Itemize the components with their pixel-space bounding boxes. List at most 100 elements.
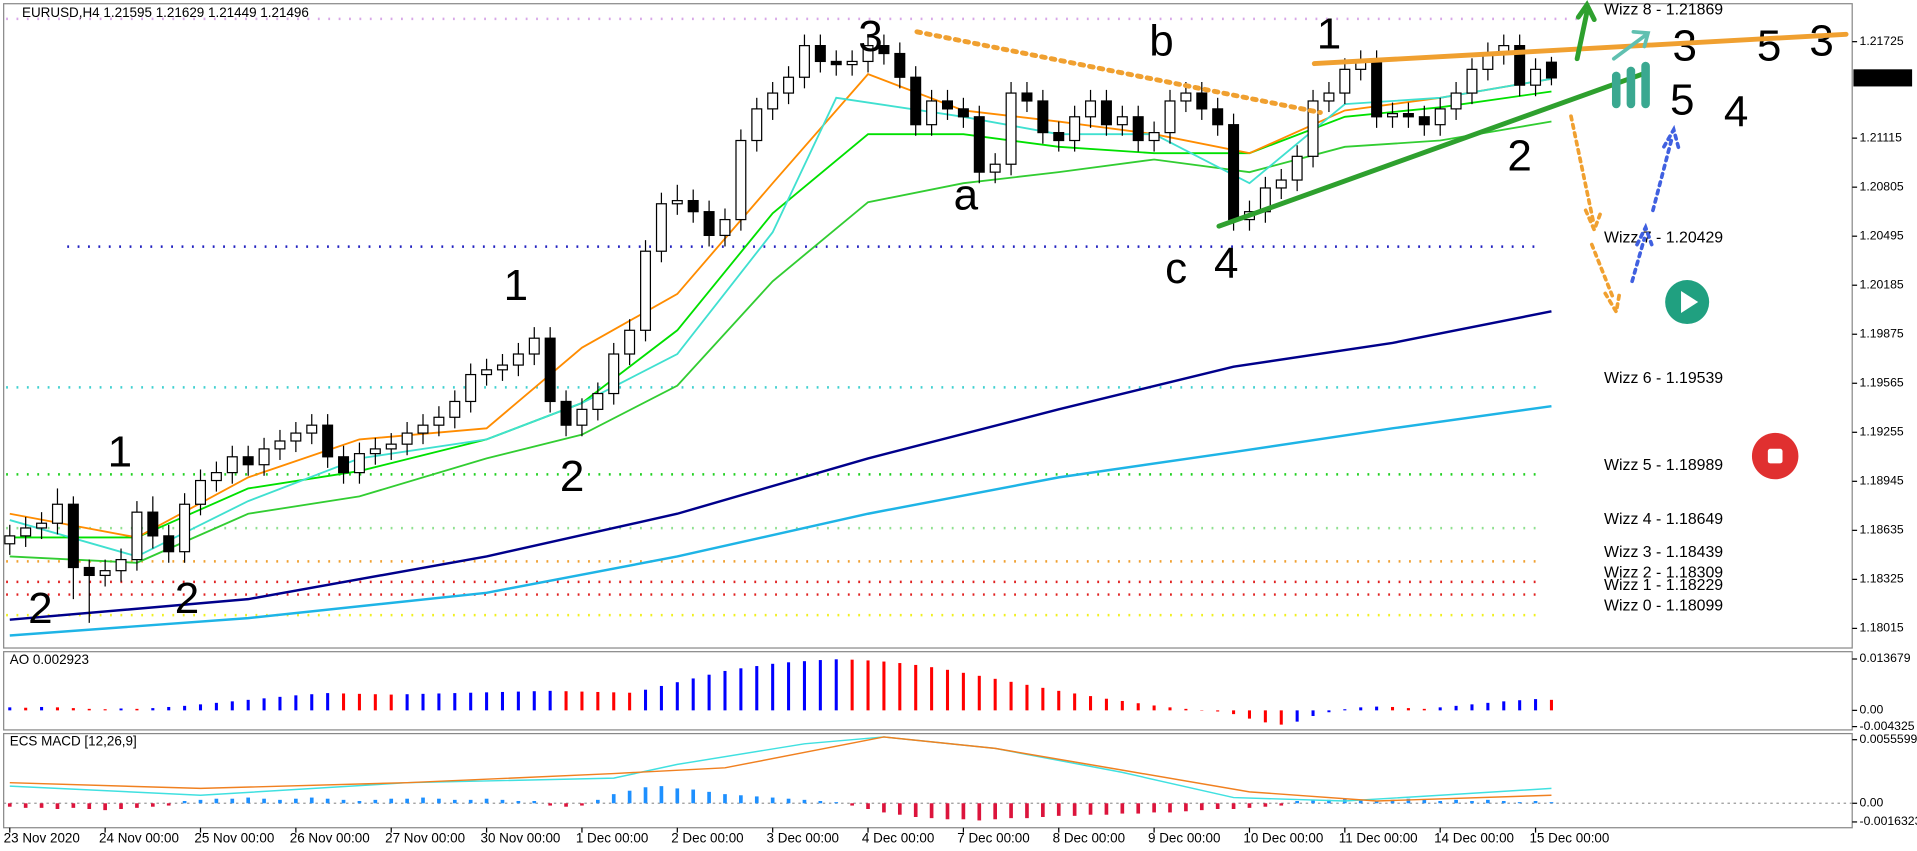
wave-label: 1 [504, 261, 528, 310]
candle-body [1021, 92, 1033, 102]
x-tick-label: 11 Dec 00:00 [1339, 830, 1418, 845]
candle-body [433, 416, 445, 426]
candle-body [703, 211, 715, 237]
candle-body [1069, 116, 1081, 142]
y-tick-label: 0.0055599 [1860, 732, 1917, 746]
level-label: Wizz 3 - 1.18439 [1604, 544, 1723, 561]
candle-body [1148, 131, 1160, 142]
candle-body [1530, 68, 1542, 86]
arrow-teal [1611, 29, 1651, 61]
candle-body [195, 479, 207, 505]
candle-body [258, 448, 270, 466]
candle-body [36, 522, 48, 529]
x-tick-label: 26 Nov 00:00 [290, 830, 370, 845]
y-tick-label: 1.18945 [1860, 474, 1904, 488]
wave-label: 2 [1507, 132, 1531, 181]
level-label: Wizz 6 - 1.19539 [1604, 370, 1723, 387]
x-tick-label: 1 Dec 00:00 [576, 830, 648, 845]
play-glyph [1681, 291, 1699, 314]
y-tick-label: -0.004325 [1860, 719, 1915, 733]
arrow-up [1574, 0, 1597, 62]
candle-body [290, 432, 302, 442]
current-price-box [1853, 69, 1913, 87]
y-tick-label: -0.0016323 [1860, 814, 1917, 828]
y-tick-label: 0.00 [1860, 796, 1884, 810]
candle-body [814, 45, 826, 63]
y-tick-label: 0.00 [1860, 703, 1884, 717]
candle-body [274, 440, 286, 450]
candle-body [846, 60, 858, 66]
candle-body [926, 100, 938, 126]
y-tick-label: 1.18015 [1860, 621, 1904, 635]
candle-body [401, 432, 413, 445]
level-label: Wizz 2 - 1.18309 [1604, 565, 1723, 582]
arrow-up-1 [1630, 222, 1654, 284]
candle-body [624, 329, 636, 355]
candle-body [1291, 155, 1303, 181]
candle-body [1514, 45, 1526, 86]
indicator-line [9, 736, 1552, 802]
candle-body [687, 199, 699, 213]
candle-body [322, 424, 334, 458]
stop-glyph [1767, 448, 1783, 464]
ao-panel [3, 651, 1853, 731]
wave-label: c [1165, 244, 1187, 293]
x-tick-label: 2 Dec 00:00 [671, 830, 743, 845]
y-tick-label: 1.19565 [1860, 376, 1904, 390]
candle-body [1037, 100, 1049, 134]
wave-label: a [954, 171, 979, 220]
candle-body [941, 100, 953, 110]
candle-body [1402, 113, 1414, 118]
macd-title: ECS MACD [12,26,9] [10, 734, 137, 749]
candle-body [353, 453, 365, 474]
indicator-line [9, 73, 1552, 539]
y-tick-label: 1.21725 [1860, 34, 1904, 48]
candle-body [608, 353, 620, 395]
y-tick-label: 1.20185 [1860, 277, 1904, 291]
indicator-line [9, 404, 1552, 637]
candle-body [1180, 92, 1192, 102]
candle-body [115, 558, 127, 572]
x-tick-label: 10 Dec 00:00 [1243, 830, 1323, 845]
x-tick-label: 15 Dec 00:00 [1529, 830, 1609, 845]
candle-body [1132, 116, 1144, 142]
candle-body [20, 527, 32, 537]
main-panel [3, 3, 1853, 649]
candle-body [306, 424, 318, 434]
trend-lower [1216, 70, 1647, 229]
candle-body [798, 45, 810, 78]
candle-body [671, 199, 683, 205]
candle-body [1228, 124, 1240, 221]
candle-body [99, 570, 111, 577]
candle-body [767, 92, 779, 110]
wave-label: 2 [175, 574, 199, 623]
candle-body [655, 203, 667, 252]
candle-body [1005, 92, 1017, 165]
arrow-up-2 [1651, 124, 1681, 213]
candle-body [131, 511, 143, 561]
candle-body [830, 60, 842, 66]
macd-panel [3, 732, 1853, 829]
candle-body [751, 108, 763, 142]
x-tick-label: 8 Dec 00:00 [1053, 830, 1125, 845]
candle-body [210, 472, 222, 482]
arrow-down-1 [1569, 114, 1604, 235]
candle-body [417, 424, 429, 434]
wave-label: b [1149, 17, 1173, 66]
candle-body [528, 337, 540, 355]
candle-body [1450, 92, 1462, 110]
x-tick-label: 4 Dec 00:00 [862, 830, 934, 845]
wave-label: 2 [28, 584, 52, 633]
x-tick-label: 27 Nov 00:00 [385, 830, 465, 845]
x-tick-label: 9 Dec 00:00 [1148, 830, 1220, 845]
indicator-line [9, 77, 1552, 558]
candle-body [179, 503, 191, 553]
y-tick-label: 1.20805 [1860, 179, 1904, 193]
wave-label: 5 [1670, 75, 1694, 124]
candle-body [910, 76, 922, 126]
candle-body [481, 369, 493, 376]
candle-body [4, 535, 16, 545]
candle-body [1371, 60, 1383, 118]
